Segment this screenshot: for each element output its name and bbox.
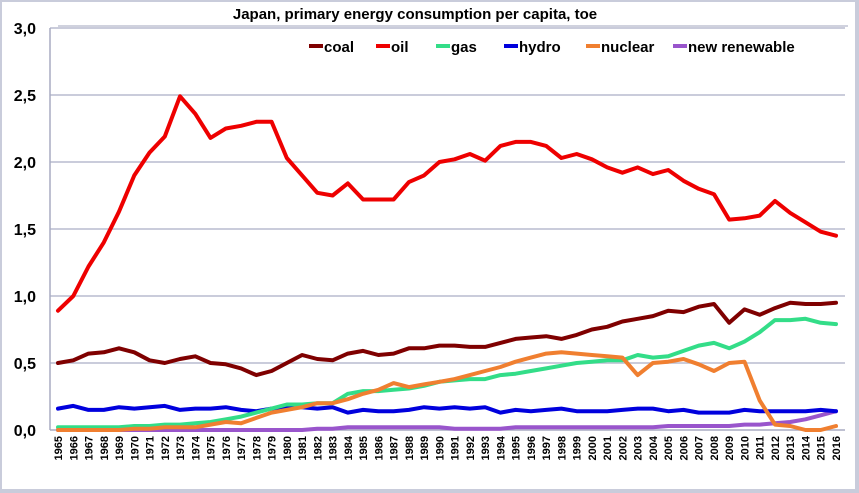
legend-label: hydro (519, 39, 561, 56)
x-tick-label: 1986 (373, 436, 385, 460)
x-tick-label: 1972 (160, 436, 172, 460)
x-tick-label: 1981 (297, 436, 309, 460)
legend-item-gas: gas (436, 39, 477, 56)
legend-label: oil (391, 39, 409, 56)
x-tick-label: 2002 (617, 436, 629, 460)
x-tick-label: 2012 (770, 436, 782, 460)
y-tick-label: 1,5 (14, 222, 36, 239)
x-tick-label: 1978 (251, 436, 263, 460)
x-tick-label: 2006 (678, 436, 690, 460)
x-tick-label: 1995 (511, 436, 523, 460)
x-tick-label: 1976 (221, 436, 233, 460)
x-tick-label: 2016 (831, 436, 843, 460)
x-tick-label: 1973 (175, 436, 187, 460)
x-tick-label: 1991 (450, 436, 462, 460)
x-tick-label: 1975 (206, 436, 218, 460)
series-line-hydro (56, 403, 838, 415)
legend-label: new renewable (688, 39, 795, 56)
x-tick-label: 1980 (282, 436, 294, 460)
x-tick-label: 1994 (495, 435, 507, 460)
x-tick-label: 1990 (434, 436, 446, 460)
x-tick-label: 1985 (358, 436, 370, 460)
x-tick-label: 1996 (526, 436, 538, 460)
x-tick-label: 2014 (800, 435, 812, 460)
series-line-oil (56, 94, 838, 313)
x-tick-label: 1998 (556, 436, 568, 460)
legend: coal oil gas hydro nuclear new renewable (309, 39, 795, 56)
series-line-nuclear (56, 350, 838, 432)
x-tick-label: 2000 (587, 436, 599, 460)
x-tick-label: 1967 (84, 436, 96, 460)
legend-item-coal: coal (309, 39, 354, 56)
x-tick-label: 2001 (602, 436, 614, 460)
x-tick-label: 2005 (663, 436, 675, 460)
x-tick-label: 2007 (694, 436, 706, 460)
x-tick-label: 2003 (633, 436, 645, 460)
series-lines (56, 94, 838, 432)
legend-item-new-renewable: new renewable (673, 39, 795, 56)
y-tick-label: 3,0 (14, 21, 36, 38)
x-tick-label: 1993 (480, 436, 492, 460)
legend-item-oil: oil (376, 39, 409, 56)
x-tick-label: 1977 (236, 436, 248, 460)
legend-item-nuclear: nuclear (586, 39, 655, 56)
series-line-coal (56, 300, 838, 378)
chart-title: Japan, primary energy consumption per ca… (233, 6, 597, 23)
x-tick-label: 1989 (419, 436, 431, 460)
gridlines (49, 27, 845, 431)
y-tick-label: 1,0 (14, 289, 36, 306)
x-tick-label: 2010 (739, 436, 751, 460)
y-axis-ticks: 0,0 0,5 1,0 1,5 2,0 2,5 3,0 (14, 21, 36, 440)
x-tick-label: 1970 (129, 436, 141, 460)
legend-label: gas (451, 39, 477, 56)
x-axis-ticks: 1965 1966 1967 1968 1969 1970 1971 1972 1973 1974… (53, 435, 843, 460)
x-tick-label: 2013 (785, 436, 797, 460)
x-tick-label: 1983 (328, 436, 340, 460)
x-tick-label: 1971 (145, 436, 157, 460)
x-tick-label: 1982 (312, 436, 324, 460)
y-tick-label: 2,0 (14, 155, 36, 172)
y-tick-label: 2,5 (14, 88, 36, 105)
x-tick-label: 1979 (267, 436, 279, 460)
y-tick-label: 0,5 (14, 356, 36, 373)
x-tick-label: 1968 (99, 436, 111, 460)
y-tick-label: 0,0 (14, 423, 36, 440)
legend-label: nuclear (601, 39, 655, 56)
x-tick-label: 1992 (465, 436, 477, 460)
x-tick-label: 1997 (541, 436, 553, 460)
x-tick-label: 2009 (724, 436, 736, 460)
x-tick-label: 1969 (114, 436, 126, 460)
legend-label: coal (324, 39, 354, 56)
x-tick-label: 2008 (709, 436, 721, 460)
x-tick-label: 1974 (190, 435, 202, 460)
legend-item-hydro: hydro (504, 39, 561, 56)
series-line-new-renewable (56, 409, 838, 432)
x-tick-label: 1965 (53, 436, 65, 460)
x-tick-label: 2015 (816, 436, 828, 460)
x-tick-label: 1966 (68, 436, 80, 460)
x-tick-label: 1984 (343, 435, 355, 460)
x-tick-label: 2011 (755, 436, 767, 460)
x-tick-label: 2004 (648, 435, 660, 460)
x-tick-label: 1999 (572, 436, 584, 460)
x-tick-label: 1987 (389, 436, 401, 460)
x-tick-label: 1988 (404, 436, 416, 460)
